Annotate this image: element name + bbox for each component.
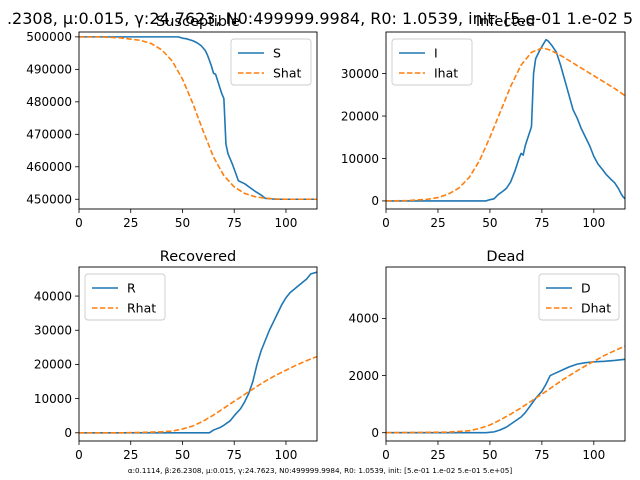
legend-label-s: S: [273, 46, 281, 61]
series-line-s: [79, 36, 317, 201]
x-tick-label: 100: [275, 448, 298, 462]
y-tick-label: 40000: [34, 289, 72, 303]
x-tick-label: 75: [227, 448, 242, 462]
axes-frame: [78, 266, 318, 442]
subplots: 0 25 50 75 100 450000 460000 470000 480000 490000…: [26, 14, 626, 462]
x-tick-label: 100: [582, 448, 605, 462]
x-tick-label: 100: [275, 216, 298, 230]
subplot-recovered: 0 25 50 75 100 0 10000 20000 30000 40000 Recovered…: [34, 249, 318, 462]
y-tick-label: 490000: [26, 63, 72, 77]
subplot-title: Recovered: [160, 249, 236, 265]
y-tick-label: 470000: [26, 128, 72, 142]
y-tick-label: 10000: [341, 152, 379, 166]
y-tick-label: 460000: [26, 160, 72, 174]
subplot-title: Dead: [486, 249, 524, 265]
y-tick-label: 0: [371, 426, 379, 440]
legend-label-ihat: Ihat: [434, 66, 458, 81]
axes-frame: [385, 266, 626, 442]
legend-label-r: R: [127, 281, 136, 296]
legend: D Dhat: [538, 273, 620, 321]
x-tick-label: 0: [75, 216, 83, 230]
x-tick-label: 75: [534, 448, 549, 462]
x-tick-label: 25: [123, 448, 138, 462]
x-tick-label: 0: [382, 216, 390, 230]
x-tick-label: 50: [175, 216, 190, 230]
subplot-title: Susceptible: [156, 14, 240, 30]
legend-box: [391, 38, 473, 86]
y-tick-label: 10000: [34, 392, 72, 406]
series-line-i: [386, 38, 625, 202]
y-tick-label: 480000: [26, 95, 72, 109]
legend-label-rhat: Rhat: [127, 301, 156, 316]
subplot-title: Infected: [476, 14, 535, 30]
y-tick-label: 20000: [34, 358, 72, 372]
legend: S Shat: [230, 38, 312, 86]
legend: R Rhat: [84, 273, 166, 321]
x-tick-label: 0: [382, 448, 390, 462]
series-line-d: [386, 358, 625, 434]
x-tick-label: 100: [582, 216, 605, 230]
axes-frame: [385, 31, 626, 210]
subplot-infected: 0 25 50 75 100 0 10000 20000 30000 Infected I Ihat: [341, 14, 626, 230]
y-tick-label: 450000: [26, 193, 72, 207]
series-line-shat: [79, 36, 317, 201]
x-tick-label: 75: [227, 216, 242, 230]
axes-frame: [78, 31, 318, 210]
subplot-dead: 0 25 50 75 100 0 2000 4000 Dead D Dhat: [348, 249, 626, 462]
legend-label-dhat: Dhat: [581, 301, 611, 316]
y-tick-label: 4000: [348, 312, 379, 326]
x-tick-label: 50: [175, 448, 190, 462]
legend: I Ihat: [391, 38, 473, 86]
series-line-r: [79, 271, 317, 434]
x-tick-label: 25: [430, 216, 445, 230]
legend-label-shat: Shat: [273, 66, 302, 81]
x-tick-label: 75: [534, 216, 549, 230]
y-tick-label: 30000: [341, 67, 379, 81]
figure-suptitle: .2308, μ:0.015, γ:24.7623, N0:499999.998…: [7, 9, 633, 28]
x-tick-label: 0: [75, 448, 83, 462]
figure-footer: α:0.1114, β:26.2308, μ:0.015, γ:24.7623,…: [128, 466, 512, 475]
series-line-ihat: [386, 47, 625, 202]
x-tick-label: 25: [430, 448, 445, 462]
x-tick-label: 25: [123, 216, 138, 230]
y-tick-label: 0: [64, 426, 72, 440]
y-tick-label: 2000: [348, 369, 379, 383]
legend-label-d: D: [581, 281, 591, 296]
x-tick-label: 50: [482, 448, 497, 462]
y-tick-label: 30000: [34, 324, 72, 338]
subplot-susceptible: 0 25 50 75 100 450000 460000 470000 480000 490000…: [26, 14, 318, 230]
series-line-rhat: [79, 355, 317, 434]
y-tick-label: 20000: [341, 109, 379, 123]
y-tick-label: 0: [371, 194, 379, 208]
series-line-dhat: [386, 345, 625, 434]
legend-label-i: I: [434, 46, 438, 61]
y-tick-label: 500000: [26, 30, 72, 44]
x-tick-label: 50: [482, 216, 497, 230]
